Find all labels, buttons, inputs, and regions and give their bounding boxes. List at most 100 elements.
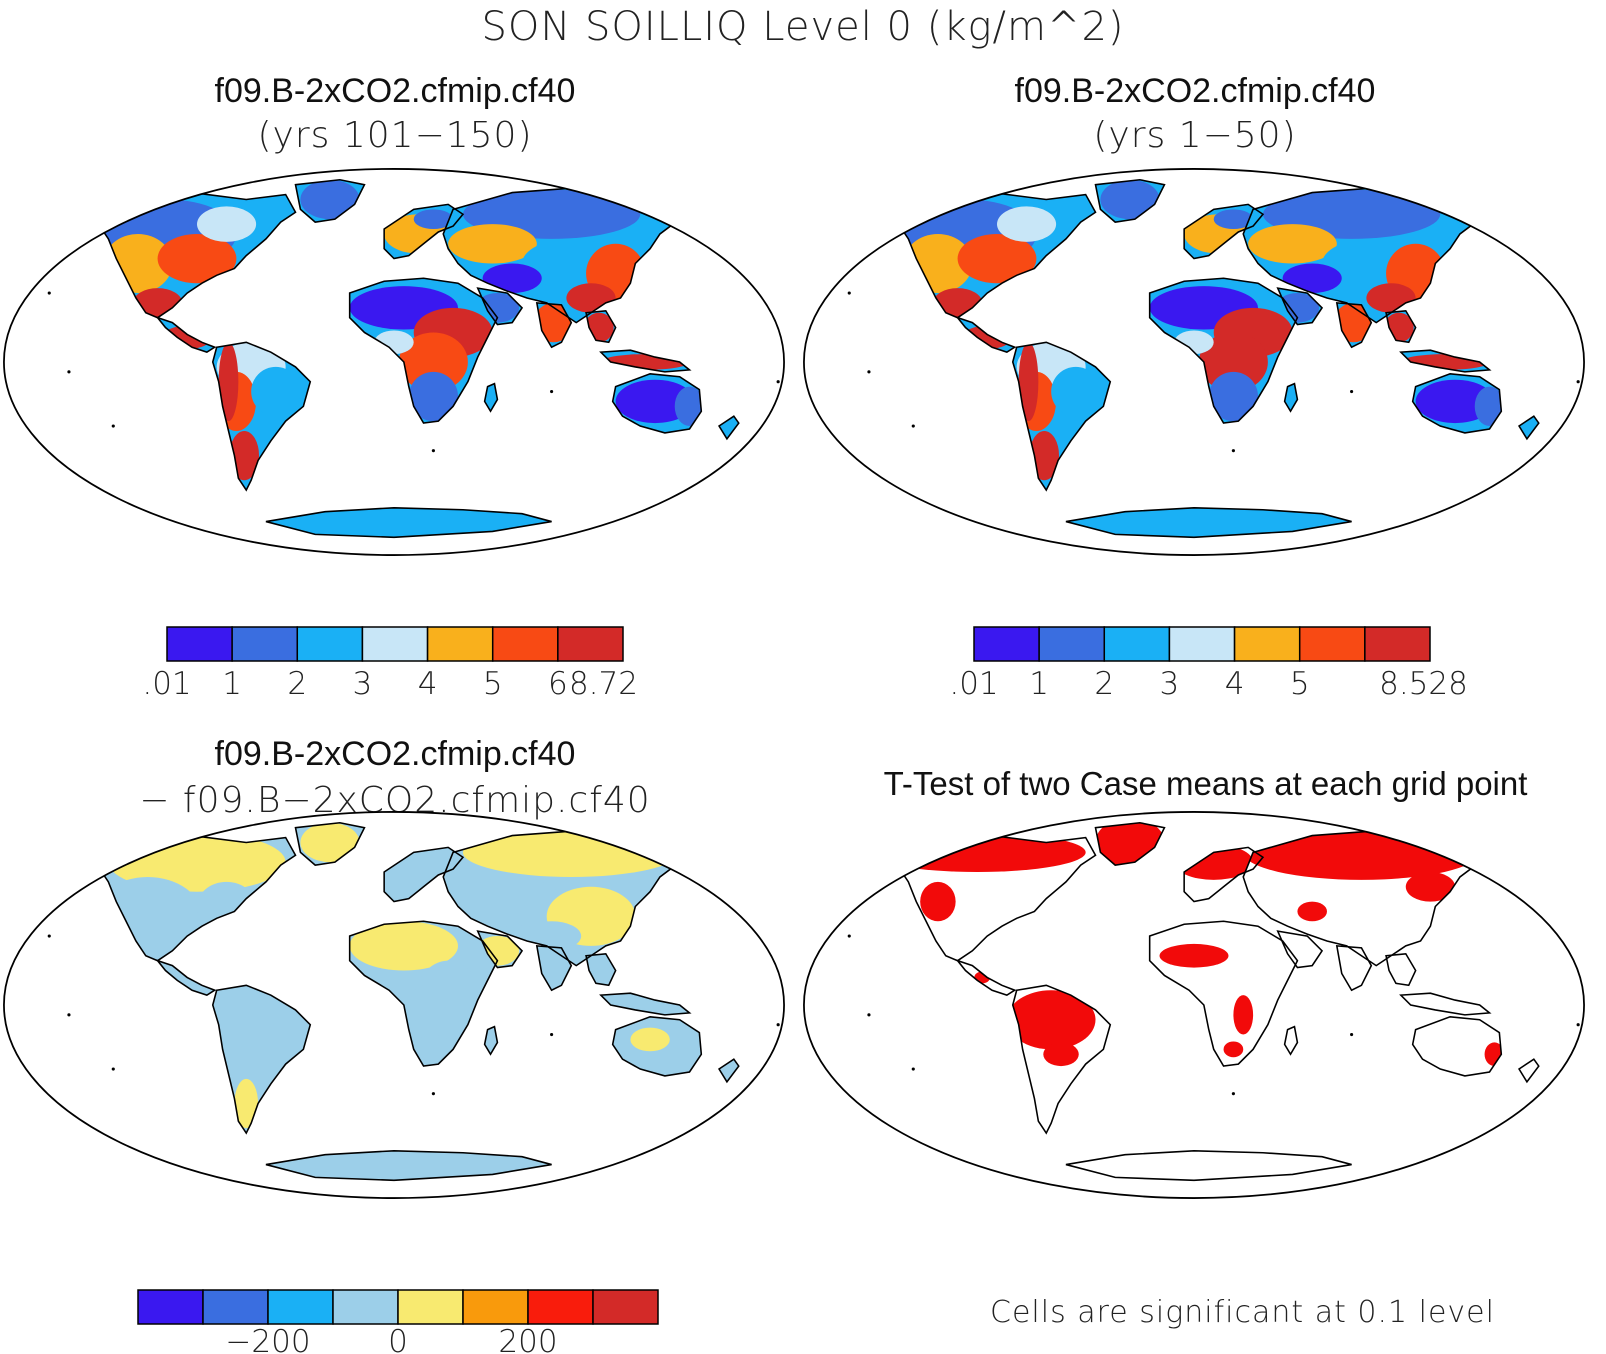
colorbar-1: .01 1 2 3 4 5 6 8.72 [142, 626, 638, 702]
island [431, 449, 435, 453]
panel3-subtitle: − f09.B−2xCO2.cfmip.cf40 [139, 780, 651, 821]
island [867, 1013, 871, 1017]
land-antarctica [1065, 1150, 1352, 1181]
coastline [955, 316, 1017, 354]
island [1576, 1023, 1580, 1027]
colorbar-swatch [1038, 626, 1106, 662]
coastline [92, 191, 297, 319]
coastline [294, 821, 366, 866]
map-border [803, 168, 1585, 556]
colorbar-swatch [1298, 626, 1366, 662]
colorbar-swatch [1233, 626, 1301, 662]
colorbar-swatch [973, 626, 1040, 662]
value-patch [462, 876, 562, 927]
value-patch [413, 960, 483, 1050]
colorbar-label: 3 [1160, 666, 1180, 702]
value-patch [920, 881, 956, 922]
value-patch [212, 985, 311, 1094]
coastline [1411, 1016, 1503, 1077]
island [911, 424, 915, 428]
colorbar-label: 6 [548, 666, 568, 702]
value-patch [962, 325, 1012, 350]
significance-note: Cells are significant at 0.1 level [990, 1295, 1495, 1330]
island [550, 1032, 554, 1037]
colorbar-swatch [557, 626, 624, 662]
value-patch [630, 1027, 670, 1052]
colorbar-swatch [332, 1289, 399, 1325]
land-namerica [893, 192, 1096, 318]
colorbar-label: 200 [498, 1324, 557, 1354]
value-patch [349, 921, 459, 971]
land-asia [443, 829, 690, 966]
coastline [1183, 203, 1265, 260]
island [1350, 389, 1354, 394]
coastline [1411, 373, 1503, 434]
land-africa [1149, 921, 1298, 1067]
value-patch [1474, 386, 1502, 427]
panel2-subtitle: (yrs 1−50) [1093, 115, 1297, 156]
value-patch [957, 233, 1037, 284]
map-panel-4 [803, 811, 1585, 1199]
map-panel-1 [3, 168, 785, 556]
value-patch [398, 332, 468, 392]
coastline [1283, 382, 1299, 413]
land-africa [349, 278, 498, 424]
colorbar-label: 5 [1290, 666, 1310, 702]
island [67, 1013, 71, 1017]
value-patch [300, 179, 360, 220]
land-greenland [295, 179, 365, 223]
land-antarctica [1065, 507, 1352, 538]
value-patch [413, 1034, 454, 1065]
coastline [611, 373, 703, 434]
land-samerica [1012, 985, 1111, 1134]
value-patch [1415, 379, 1495, 424]
land-australia [1412, 373, 1502, 433]
colorbar-swatch [592, 1289, 659, 1325]
colorbar-swatch [426, 626, 494, 662]
map-panel-2 [803, 168, 1585, 556]
value-patch [1405, 872, 1456, 902]
land-samerica [212, 342, 311, 491]
value-patch [1366, 283, 1416, 313]
panel1-subtitle: (yrs 101−150) [257, 115, 533, 156]
coastline [1065, 506, 1352, 539]
coastline [955, 959, 1017, 997]
land-indonesia [1400, 993, 1490, 1015]
island [771, 1057, 775, 1061]
island [1576, 380, 1580, 384]
colorbar-swatch [462, 1289, 529, 1325]
land-camerica [957, 317, 1015, 353]
coastline [1283, 1025, 1299, 1056]
coastline [599, 992, 692, 1016]
coastline [265, 1149, 552, 1182]
value-patch [1018, 342, 1039, 422]
map-panel-3 [3, 811, 785, 1199]
colorbar-label: 3 [353, 666, 373, 702]
colorbar-swatch [231, 626, 299, 662]
value-patch [674, 386, 702, 427]
value-patch [1233, 995, 1254, 1035]
coastline [1517, 1058, 1540, 1084]
value-patch [251, 366, 301, 417]
coastline [717, 1058, 740, 1084]
land-camerica [957, 960, 1015, 996]
value-patch [162, 325, 212, 350]
coastline [1148, 920, 1299, 1067]
value-patch [932, 288, 983, 318]
colorbar-swatch [361, 626, 429, 662]
island [911, 1067, 915, 1071]
land-camerica [157, 960, 215, 996]
colorbar-label: 0 [388, 1324, 408, 1354]
value-patch [93, 876, 202, 956]
coastline [1399, 349, 1492, 373]
value-patch [1248, 224, 1337, 264]
value-patch [157, 233, 237, 284]
colorbar-label: 1 [222, 666, 242, 702]
island [776, 1023, 780, 1027]
coastline [717, 415, 740, 441]
land-greenland [1095, 179, 1165, 223]
land-greenland [295, 822, 365, 866]
coastline [585, 952, 617, 987]
value-patch [1297, 901, 1327, 922]
coastline [1335, 302, 1373, 349]
